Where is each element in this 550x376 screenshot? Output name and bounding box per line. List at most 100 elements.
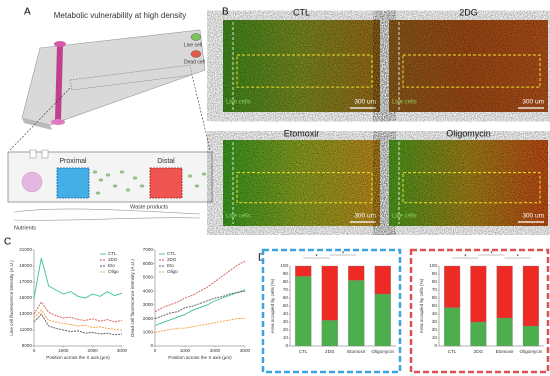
reservoir — [21, 171, 43, 193]
region-label: Live cells — [226, 100, 251, 106]
y-tick-label: 6000 — [143, 261, 154, 266]
chip-edge — [22, 118, 52, 130]
bar-segment — [496, 265, 513, 319]
x-tick-label: 1000 — [180, 348, 191, 353]
distal-region — [149, 167, 183, 199]
inlet — [54, 41, 66, 47]
bar-segment — [321, 265, 338, 321]
bar-segment — [522, 325, 539, 347]
proximal-region — [56, 167, 90, 199]
panel-letter: A — [24, 7, 31, 18]
legend-label: Eto — [167, 263, 174, 268]
y-tick-label: 1000 — [143, 330, 154, 335]
region-label: Live cells — [226, 214, 251, 220]
line-series — [33, 257, 123, 299]
y-tick-label: 5000 — [143, 275, 154, 280]
x-tick-label: 3000 — [240, 348, 251, 353]
y-tick-label: 19000 — [19, 263, 32, 268]
bar-segment — [444, 307, 461, 347]
legend-label: Live cell — [184, 42, 202, 48]
region-label: Proximal — [59, 158, 87, 165]
significance-label: * — [315, 255, 318, 261]
significance-label: * — [464, 255, 467, 261]
y-tick-label: 50 — [283, 303, 289, 308]
region-label: Live cells — [392, 100, 417, 106]
y-tick-label: 90 — [283, 271, 289, 276]
legend-label: CTL — [167, 251, 176, 256]
legend-label: 2DG — [167, 257, 177, 262]
y-axis-label: Dead cell fluorescence intensity (A.U.) — [130, 259, 135, 337]
roi — [236, 54, 373, 88]
y-axis-label: Area occupied by cells (%) — [419, 278, 424, 333]
roi — [402, 54, 541, 88]
x-tick-label: 0 — [33, 348, 36, 353]
significance-label: * — [490, 252, 493, 258]
y-tick-label: 40 — [432, 311, 438, 316]
bar-segment — [348, 280, 365, 347]
y-tick-label: 13000 — [19, 311, 32, 316]
y-tick-label: 11000 — [20, 327, 33, 332]
legend-label: CTL — [108, 251, 117, 256]
scale-label: 300 um — [522, 99, 544, 106]
bar-segment — [348, 265, 365, 281]
bar-segment — [470, 321, 487, 347]
x-tick-label: Etomoxir — [347, 349, 366, 354]
micrographs: CTL Live cells 300 um 2DG Live cells 300 um Et… — [223, 7, 548, 226]
y-tick-label: 10 — [432, 335, 438, 340]
bar-segment — [321, 320, 338, 347]
bar-segment — [470, 265, 487, 323]
port — [29, 149, 37, 159]
image-label: CTL — [293, 7, 310, 17]
x-axis-label: Position across the X axis (µm) — [168, 355, 232, 360]
x-tick-label: 2DG — [474, 349, 484, 354]
micrograph-texture — [389, 20, 548, 112]
micrograph-texture — [389, 140, 548, 226]
region-label: Live cells — [392, 214, 417, 220]
line-series — [33, 301, 123, 323]
bar-segment — [374, 265, 391, 295]
x-tick-label: Oligomycin — [371, 349, 394, 354]
y-tick-label: 15000 — [19, 295, 32, 300]
x-tick-label: Oligomycin — [520, 349, 543, 354]
y-tick-label: 90 — [432, 271, 438, 276]
y-tick-label: 50 — [432, 303, 438, 308]
y-tick-label: 10 — [283, 335, 289, 340]
y-tick-label: 40 — [283, 311, 289, 316]
x-tick-label: CTL — [299, 349, 308, 354]
y-tick-label: 20 — [283, 327, 289, 332]
y-tick-label: 70 — [432, 287, 438, 292]
x-tick-label: 3000 — [117, 348, 128, 353]
image-label: 2DG — [459, 7, 478, 17]
y-tick-label: 0 — [285, 343, 288, 348]
significance-label: * — [517, 255, 520, 261]
y-tick-label: 100 — [429, 263, 437, 268]
y-tick-label: 30 — [432, 319, 438, 324]
y-tick-label: 80 — [432, 279, 438, 284]
scale-label: 300 um — [522, 213, 544, 220]
y-tick-label: 3000 — [143, 302, 154, 307]
y-tick-label: 0 — [434, 343, 437, 348]
micrograph-texture — [223, 20, 380, 112]
panel-letter: C — [4, 237, 11, 248]
legend-label: Oligo — [167, 269, 178, 274]
line-series — [154, 260, 246, 313]
y-tick-label: 70 — [283, 287, 289, 292]
y-tick-label: 60 — [432, 295, 438, 300]
line-series — [33, 313, 123, 336]
scale-label: 300 um — [354, 213, 376, 220]
gradient-arrow — [13, 208, 201, 215]
bar-segment — [295, 265, 312, 277]
legend-label: Dead cell — [184, 59, 205, 65]
significance-label: * — [342, 252, 345, 258]
bar-segment — [496, 317, 513, 347]
roi — [236, 172, 373, 204]
y-tick-label: 17000 — [19, 279, 32, 284]
x-tick-label: CTL — [448, 349, 457, 354]
x-tick-label: 2000 — [88, 348, 99, 353]
image-label: Oligomycin — [446, 128, 491, 138]
region-label: Distal — [157, 158, 175, 165]
x-axis-label: Position across the X axis (µm) — [46, 355, 110, 360]
x-tick-label: Etomoxir — [496, 349, 515, 354]
zoom-line — [191, 74, 211, 151]
